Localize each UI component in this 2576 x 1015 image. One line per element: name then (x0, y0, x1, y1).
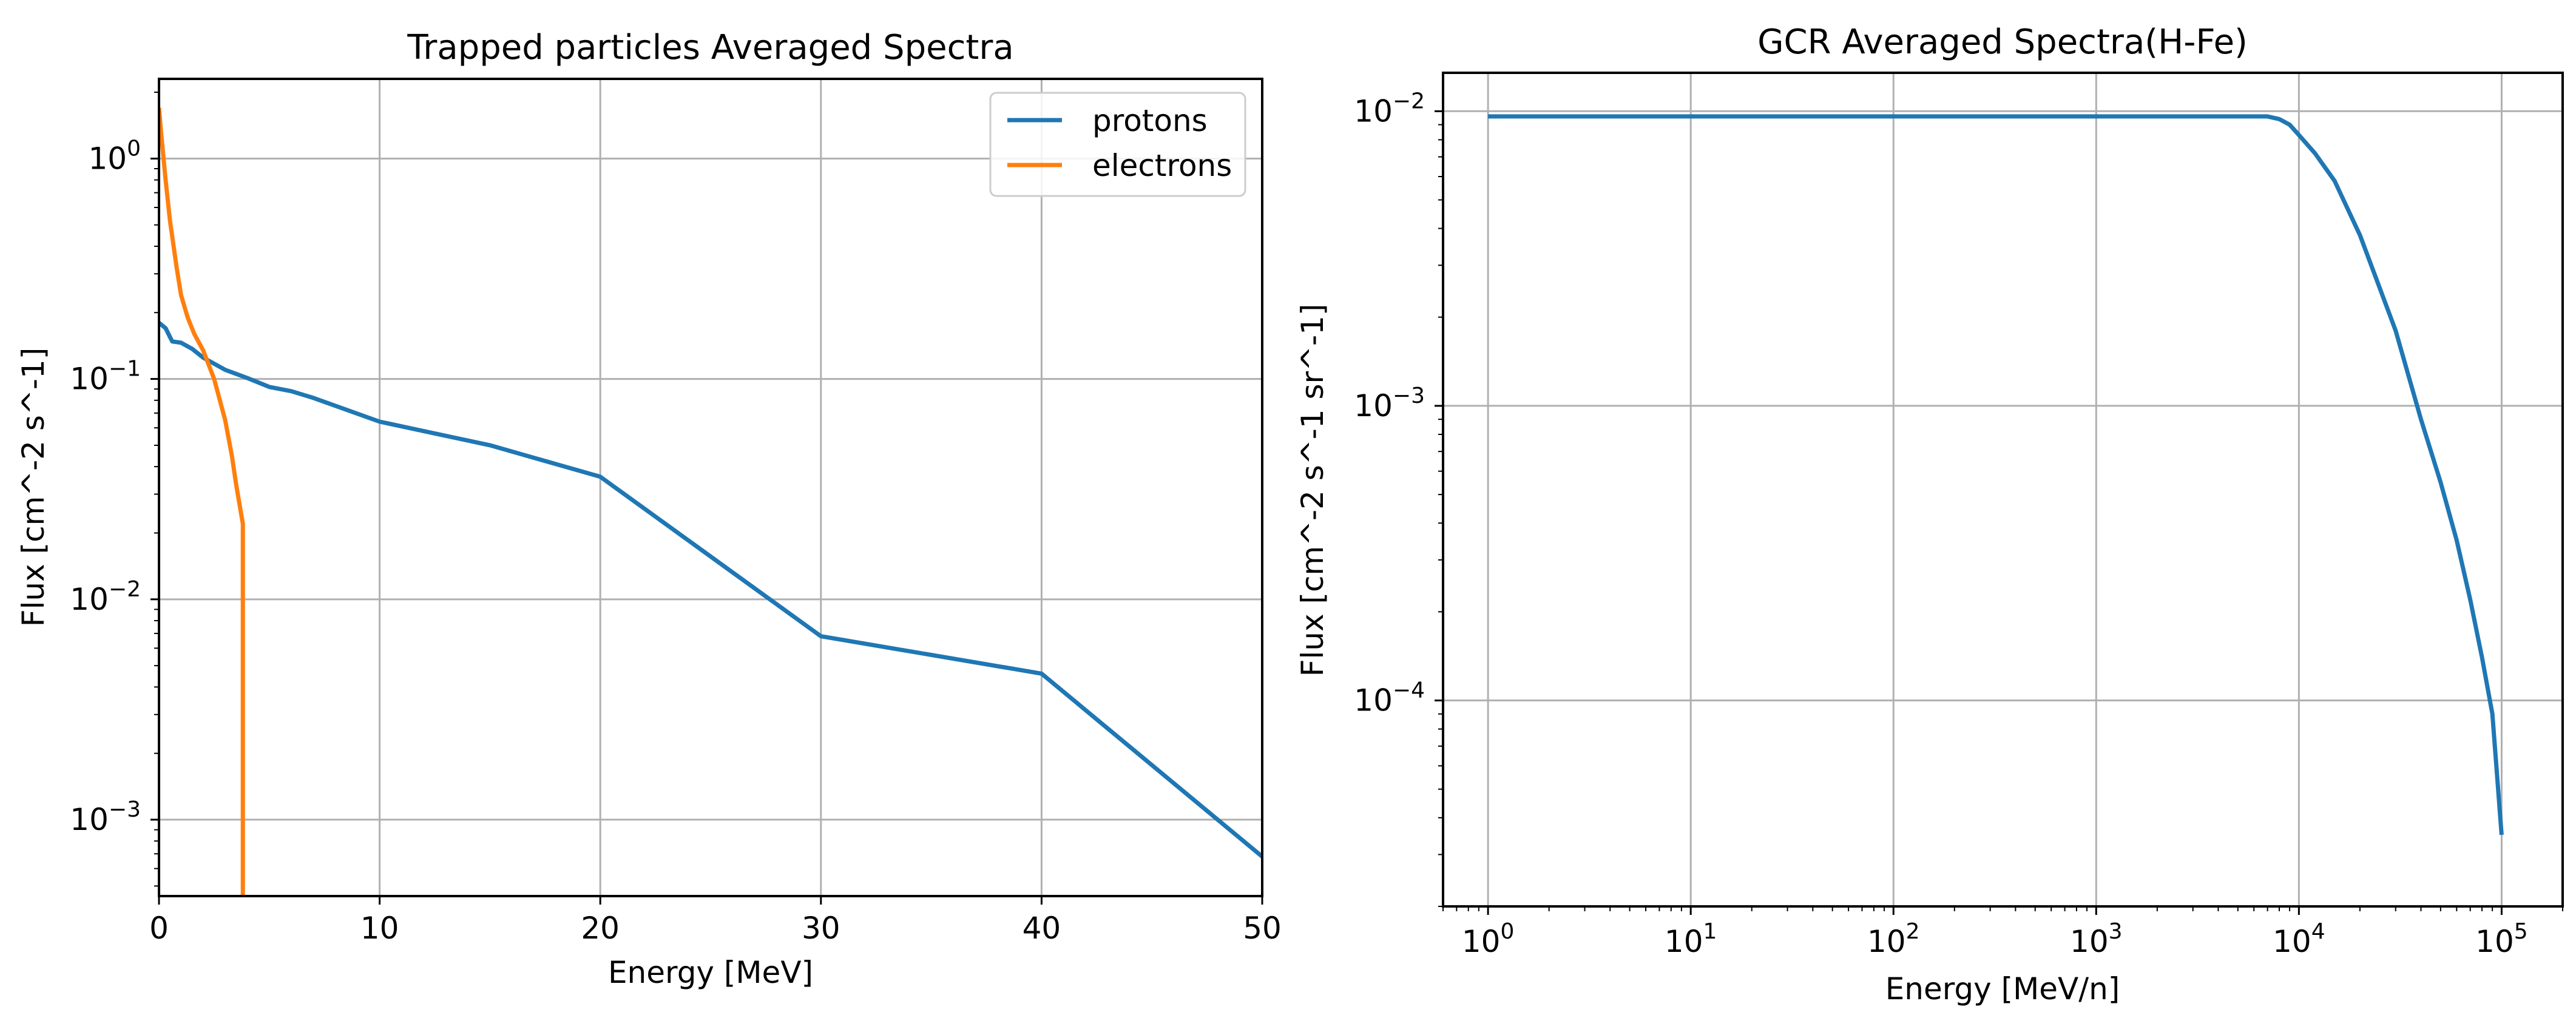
chart1-legend: protons electrons (989, 92, 1246, 197)
legend-electrons-label: electrons (1092, 148, 1232, 183)
chart2-x-ticks: 100 101 102 103 104 105 (1442, 906, 2563, 959)
x-tick-label: 103 (2070, 919, 2123, 959)
x-tick-label: 101 (1665, 919, 1717, 959)
y-tick-label: 10−2 (70, 577, 141, 617)
x-tick-label: 20 (581, 911, 620, 946)
series-line-electrons (159, 107, 245, 896)
x-tick-label: 50 (1243, 911, 1282, 946)
x-tick-label: 10 (360, 911, 399, 946)
chart2-grid (1443, 73, 2563, 906)
series-line-gcr (1488, 114, 2504, 835)
chart1-y-ticks: 10−3 10−2 10−1 100 (70, 92, 159, 887)
x-tick-label: 30 (802, 911, 840, 946)
x-tick-label: 104 (2273, 919, 2325, 959)
y-tick-label: 10−3 (70, 797, 141, 837)
y-tick-label: 10−2 (1354, 89, 1425, 129)
chart2-y-ticks: 10−4 10−3 10−2 (1354, 89, 1443, 907)
chart1-title: Trapped particles Averaged Spectra (407, 28, 1013, 67)
x-tick-label: 40 (1023, 911, 1061, 946)
y-tick-label: 100 (88, 136, 141, 176)
y-tick-label: 10−3 (1354, 383, 1425, 423)
x-tick-label: 100 (1462, 919, 1515, 959)
legend-protons-label: protons (1092, 103, 1208, 138)
chart1-series (159, 107, 1262, 896)
x-tick-label: 102 (1867, 919, 1920, 959)
y-tick-label: 10−4 (1354, 678, 1425, 718)
trapped-particles-chart: 0 10 20 30 40 50 10−3 10−2 10−1 100 Trapped part… (16, 28, 1282, 990)
chart1-x-axis-label: Energy [MeV] (608, 955, 813, 990)
gcr-chart: 100 101 102 103 104 105 10−4 10−3 10−2 GCR Aver… (1295, 22, 2564, 1007)
x-tick-label: 105 (2475, 919, 2528, 959)
x-tick-label: 0 (149, 911, 169, 946)
chart2-y-axis-label: Flux [cm^-2 s^-1 sr^-1] (1295, 304, 1330, 677)
chart1-y-axis-label: Flux [cm^-2 s^-1] (16, 348, 51, 627)
chart1-axes-frame (158, 78, 1263, 897)
chart1-x-ticks: 0 10 20 30 40 50 (149, 896, 1282, 946)
chart2-x-axis-label: Energy [MeV/n] (1885, 971, 2120, 1007)
chart2-series (1488, 114, 2504, 835)
chart2-axes-frame (1442, 72, 2564, 908)
series-line-protons (159, 321, 1262, 858)
y-tick-label: 10−1 (70, 357, 141, 397)
chart2-title: GCR Averaged Spectra(H-Fe) (1757, 22, 2248, 62)
